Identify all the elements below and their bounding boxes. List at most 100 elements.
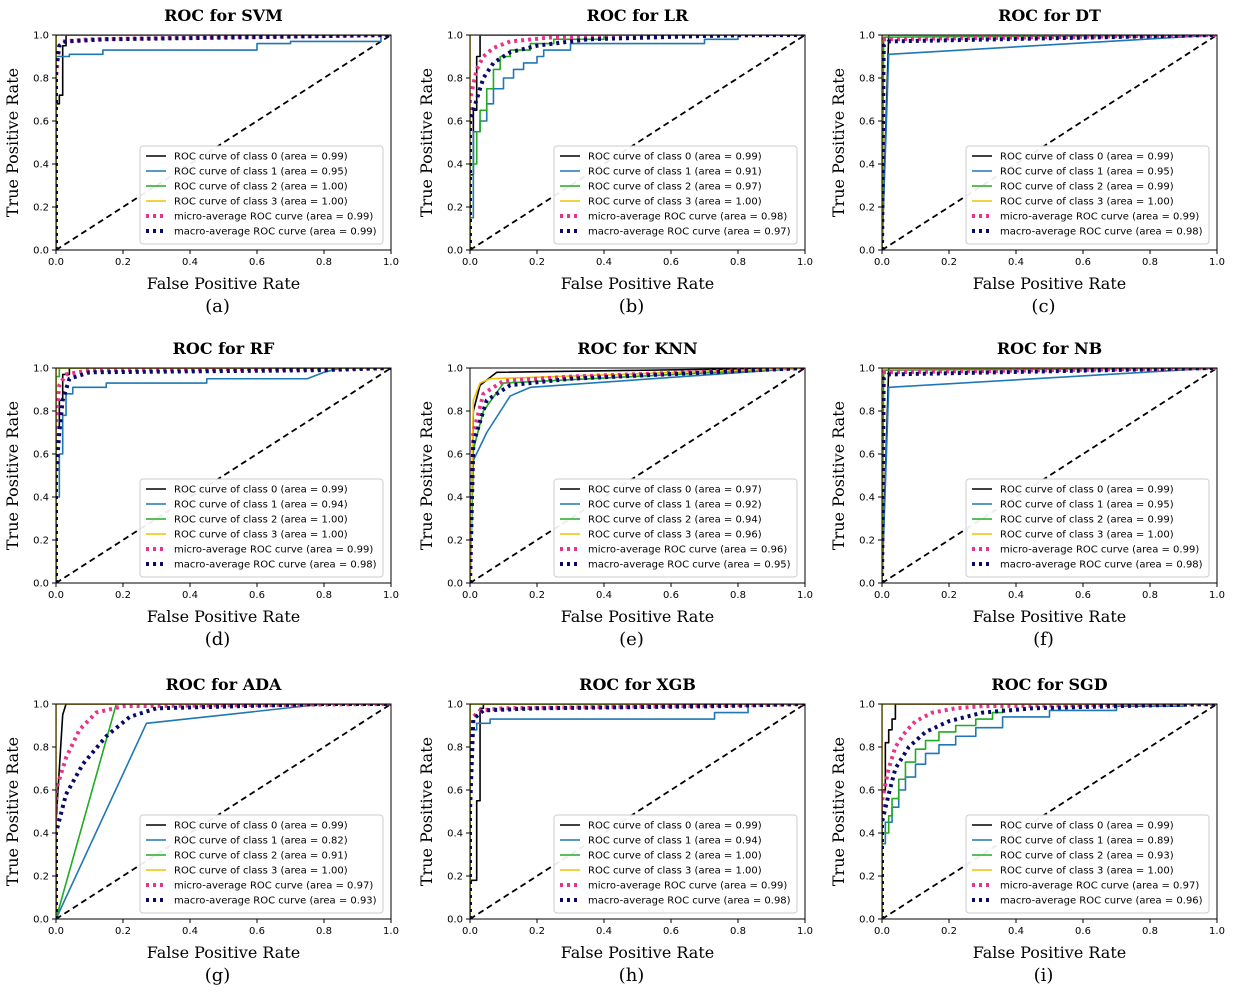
x-tick-label: 0.0 [48, 257, 64, 268]
panel-caption: (c) [1031, 296, 1055, 317]
y-axis-label: True Positive Rate [3, 401, 22, 550]
legend-label: ROC curve of class 3 (area = 1.00) [174, 197, 348, 208]
legend-label: macro-average ROC curve (area = 0.98) [174, 560, 377, 571]
roc-panel-3: ROC for DT 0.0 0.2 0.4 0.6 0.8 1.0 0.0 0.2 0.4 0.6… [829, 6, 1225, 317]
x-tick-label: 0.2 [529, 257, 545, 268]
y-tick-label: 0.4 [447, 493, 463, 504]
y-tick-label: 0.2 [859, 872, 875, 883]
series-line-2 [56, 704, 391, 919]
legend-box [965, 814, 1210, 914]
legend-label: micro-average ROC curve (area = 0.97) [1000, 881, 1199, 892]
legend-label: ROC curve of class 2 (area = 0.97) [588, 182, 762, 193]
legend-box [139, 814, 384, 914]
y-tick-label: 0.4 [33, 493, 49, 504]
axes-frame [469, 367, 806, 584]
series-line-4 [56, 368, 391, 583]
legend-label: macro-average ROC curve (area = 0.93) [174, 896, 377, 907]
y-tick-label: 0.4 [33, 160, 49, 171]
x-tick-label: 0.8 [1142, 590, 1158, 601]
y-tick-label: 0.8 [447, 743, 463, 754]
legend-box [139, 478, 384, 578]
x-tick-label: 0.6 [249, 590, 265, 601]
x-tick-label: 0.6 [249, 257, 265, 268]
panel-caption: (f) [1033, 629, 1054, 650]
legend: ROC curve of class 0 (area = 0.99) ROC cu… [553, 145, 798, 245]
y-tick-label: 0.8 [859, 743, 875, 754]
axes-frame [55, 703, 392, 920]
series-line-0 [470, 35, 805, 250]
legend-label: micro-average ROC curve (area = 0.98) [588, 212, 787, 223]
legend-label: ROC curve of class 0 (area = 0.99) [588, 152, 762, 163]
y-axis-label: True Positive Rate [829, 737, 848, 886]
y-tick-label: 0.0 [33, 915, 49, 926]
y-tick-label: 1.0 [33, 31, 49, 42]
y-tick-label: 0.8 [33, 74, 49, 85]
legend-label: macro-average ROC curve (area = 0.98) [1000, 227, 1203, 238]
x-tick-label: 0.8 [1142, 926, 1158, 937]
legend-label: ROC curve of class 1 (area = 0.91) [588, 167, 762, 178]
legend-label: micro-average ROC curve (area = 0.99) [1000, 545, 1199, 556]
chart-title: ROC for NB [997, 339, 1102, 358]
x-tick-label: 0.8 [1142, 257, 1158, 268]
y-tick-label: 0.2 [447, 536, 463, 547]
x-tick-label: 0.8 [730, 257, 746, 268]
y-axis-label: True Positive Rate [829, 401, 848, 550]
legend-label: ROC curve of class 2 (area = 0.99) [1000, 515, 1174, 526]
y-tick-label: 0.6 [33, 117, 49, 128]
x-tick-label: 0.6 [663, 257, 679, 268]
legend-label: micro-average ROC curve (area = 0.97) [174, 881, 373, 892]
legend-label: macro-average ROC curve (area = 0.97) [588, 227, 791, 238]
x-tick-label: 0.2 [115, 926, 131, 937]
legend-label: micro-average ROC curve (area = 0.99) [588, 881, 787, 892]
y-axis-label: True Positive Rate [829, 68, 848, 217]
series-line-5 [470, 35, 805, 250]
x-tick-label: 0.8 [316, 590, 332, 601]
roc-panel-9: ROC for SGD 0.0 0.2 0.4 0.6 0.8 1.0 0.0 0.2 0.4 0.… [829, 675, 1225, 986]
x-tick-label: 0.4 [596, 590, 612, 601]
y-tick-label: 0.0 [447, 246, 463, 257]
y-tick-label: 0.0 [859, 915, 875, 926]
y-tick-label: 0.2 [447, 872, 463, 883]
legend-label: ROC curve of class 1 (area = 0.95) [1000, 500, 1174, 511]
y-tick-label: 0.8 [33, 743, 49, 754]
x-tick-label: 1.0 [1209, 926, 1225, 937]
chart-title: ROC for ADA [166, 675, 282, 694]
x-tick-label: 0.4 [182, 926, 198, 937]
series-line-2 [470, 35, 805, 250]
x-axis-label: False Positive Rate [973, 607, 1127, 626]
y-tick-label: 0.6 [33, 786, 49, 797]
x-tick-label: 0.2 [529, 926, 545, 937]
chance-diagonal [881, 367, 1218, 584]
legend-box [553, 478, 798, 578]
series-line-4 [470, 35, 805, 250]
series-line-2 [56, 368, 391, 583]
legend-label: micro-average ROC curve (area = 0.99) [174, 212, 373, 223]
y-tick-label: 0.8 [447, 74, 463, 85]
series-line-5 [882, 704, 1217, 919]
x-tick-label: 0.2 [941, 257, 957, 268]
y-tick-label: 0.6 [859, 117, 875, 128]
x-tick-label: 0.6 [663, 926, 679, 937]
chance-diagonal [55, 34, 392, 251]
axes-frame [55, 34, 392, 251]
legend-label: ROC curve of class 3 (area = 1.00) [588, 866, 762, 877]
y-tick-label: 0.8 [859, 74, 875, 85]
legend-label: ROC curve of class 3 (area = 1.00) [174, 866, 348, 877]
legend-label: ROC curve of class 2 (area = 1.00) [174, 515, 348, 526]
roc-panel-8: ROC for XGB 0.0 0.2 0.4 0.6 0.8 1.0 0.0 0.2 0.4 0.… [417, 675, 813, 986]
legend-label: ROC curve of class 3 (area = 1.00) [1000, 866, 1174, 877]
y-tick-label: 0.0 [33, 579, 49, 590]
legend-label: ROC curve of class 2 (area = 0.99) [1000, 182, 1174, 193]
legend-label: ROC curve of class 3 (area = 1.00) [1000, 530, 1174, 541]
legend: ROC curve of class 0 (area = 0.99) ROC cu… [553, 814, 798, 914]
panel-caption: (b) [619, 296, 645, 317]
legend-label: ROC curve of class 3 (area = 1.00) [1000, 197, 1174, 208]
legend-label: ROC curve of class 3 (area = 0.96) [588, 530, 762, 541]
chart-title: ROC for SGD [991, 675, 1107, 694]
legend-label: ROC curve of class 2 (area = 1.00) [174, 182, 348, 193]
legend-label: micro-average ROC curve (area = 0.99) [1000, 212, 1199, 223]
chance-diagonal [881, 703, 1218, 920]
series-line-5 [56, 35, 391, 250]
legend-label: macro-average ROC curve (area = 0.95) [588, 560, 791, 571]
x-tick-label: 0.6 [1075, 590, 1091, 601]
